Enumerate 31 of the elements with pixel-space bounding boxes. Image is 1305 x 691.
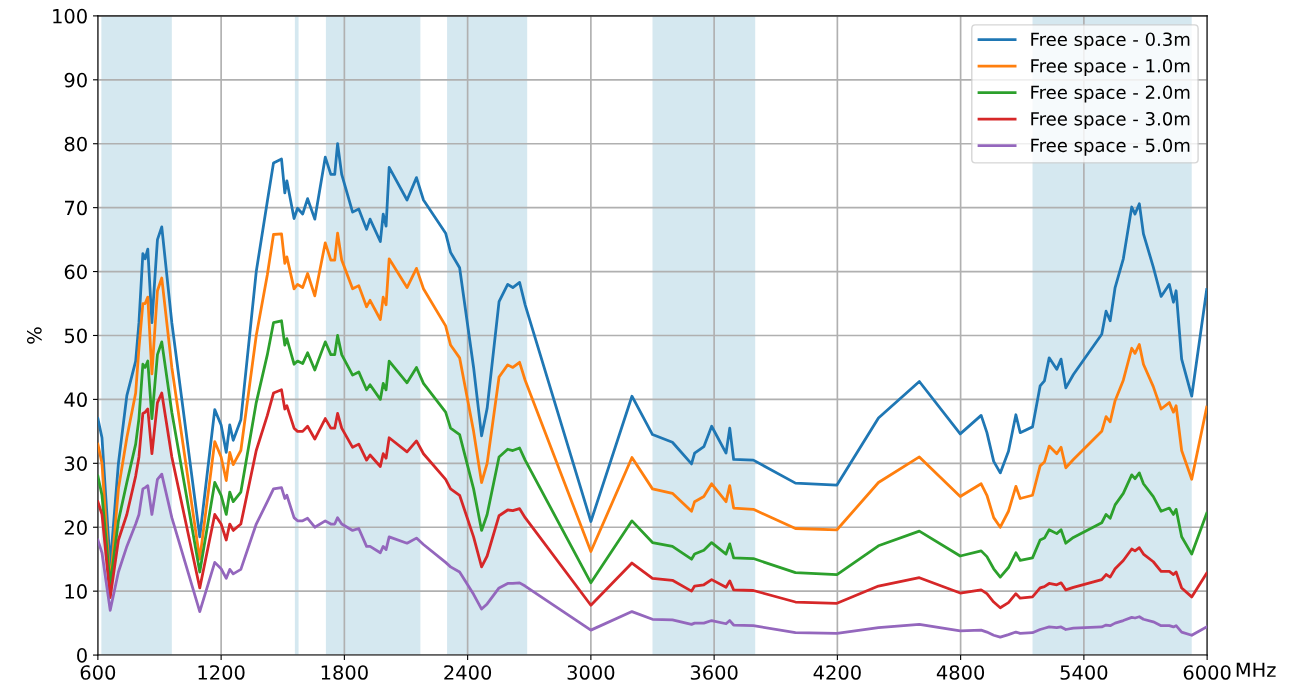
x-tick-label: 3000: [567, 665, 615, 680]
y-tick-label: 70: [65, 200, 87, 216]
x-tick-label: 2400: [444, 665, 492, 680]
legend-label: Free space - 5.0m: [1031, 138, 1190, 156]
x-tick-label: 6000: [1183, 665, 1231, 680]
y-tick-label: 100: [53, 8, 87, 24]
x-tick-label: 1800: [321, 665, 368, 680]
y-tick-label: 90: [64, 72, 87, 88]
legend-label: Free space - 3.0m: [1031, 111, 1190, 130]
x-tick-label: 3600: [690, 665, 738, 680]
legend-label: Free space - 1.0m: [1031, 58, 1190, 77]
y-tick-label: 50: [64, 328, 87, 344]
line-series: [97, 388, 1208, 610]
line-series: [97, 472, 1208, 639]
x-tick-label: 600: [80, 665, 116, 680]
x-tick-label: 4800: [936, 665, 985, 680]
y-tick-label: 30: [64, 456, 87, 471]
x-axis-title: MHz: [1236, 662, 1276, 677]
x-tick-label: 4200: [813, 665, 861, 680]
line-series: [97, 319, 1208, 587]
y-tick-label: 60: [64, 264, 87, 280]
x-tick-label: 1200: [198, 665, 245, 680]
x-tick-label: 5400: [1060, 665, 1108, 680]
y-tick-label: 20: [64, 520, 87, 535]
y-axis-title: %: [27, 327, 42, 344]
y-tick-label: 80: [64, 136, 87, 152]
y-tick-label: 10: [65, 584, 87, 599]
y-tick-label: 40: [64, 392, 87, 408]
y-tick-label: 0: [77, 648, 87, 663]
legend-label: Free space - 2.0m: [1031, 85, 1190, 103]
legend-label: Free space - 0.3m: [1031, 32, 1190, 50]
